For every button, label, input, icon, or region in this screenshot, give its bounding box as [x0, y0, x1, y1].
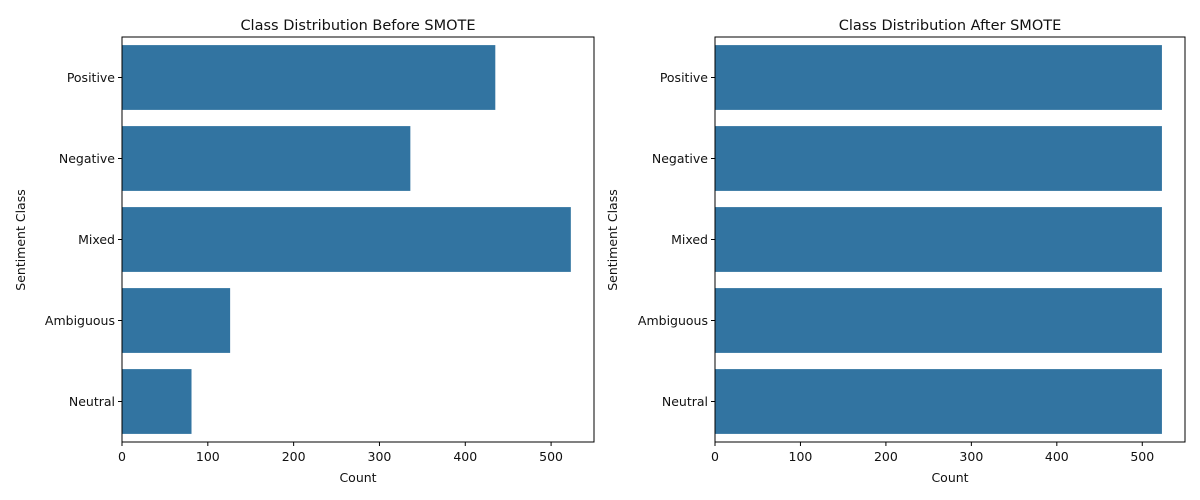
y-tick-label: Positive — [660, 70, 708, 85]
bar-neutral — [715, 369, 1162, 434]
x-axis: 0 100 200 300 400 500 — [711, 442, 1154, 464]
y-tick-label: Neutral — [69, 394, 115, 409]
y-tick-label: Ambiguous — [638, 313, 708, 328]
chart-panel-after: Class Distribution After SMOTE Positive N… — [605, 18, 1186, 485]
y-tick-label: Negative — [59, 151, 115, 166]
plot-frame — [714, 36, 1186, 443]
x-tick-label: 200 — [282, 449, 306, 464]
x-tick-label: 400 — [453, 449, 477, 464]
bar-positive — [715, 45, 1162, 110]
bar-negative — [122, 126, 411, 191]
bar-ambiguous — [715, 288, 1162, 353]
bars-group — [122, 45, 571, 434]
x-tick-label: 300 — [368, 449, 392, 464]
bars-group — [715, 45, 1162, 434]
bar-negative — [715, 126, 1162, 191]
x-tick-label: 0 — [711, 449, 719, 464]
bar-mixed — [715, 207, 1162, 272]
chart-title: Class Distribution Before SMOTE — [240, 18, 475, 34]
x-tick-label: 500 — [1130, 449, 1154, 464]
bar-neutral — [122, 369, 192, 434]
bar-mixed — [122, 207, 571, 272]
x-tick-label: 400 — [1045, 449, 1069, 464]
y-tick-label: Negative — [652, 151, 708, 166]
x-axis: 0 100 200 300 400 500 — [118, 442, 563, 464]
plot-frame — [121, 36, 595, 443]
chart-panel-before: Class Distribution Before SMOTE Positive… — [13, 18, 595, 485]
x-axis-label: Count — [931, 470, 968, 485]
x-tick-label: 100 — [196, 449, 220, 464]
y-tick-label: Ambiguous — [45, 313, 115, 328]
x-tick-label: 0 — [118, 449, 126, 464]
y-axis: Positive Negative Mixed Ambiguous Neutral — [638, 70, 715, 409]
y-tick-label: Mixed — [78, 232, 115, 247]
bar-ambiguous — [122, 288, 231, 353]
chart-title: Class Distribution After SMOTE — [839, 18, 1062, 34]
x-tick-label: 200 — [874, 449, 898, 464]
y-axis: Positive Negative Mixed Ambiguous Neutral — [45, 70, 122, 409]
x-tick-label: 100 — [789, 449, 813, 464]
y-tick-label: Neutral — [662, 394, 708, 409]
x-axis-label: Count — [339, 470, 376, 485]
bar-positive — [122, 45, 496, 110]
y-tick-label: Mixed — [671, 232, 708, 247]
x-tick-label: 500 — [539, 449, 563, 464]
y-axis-label: Sentiment Class — [605, 189, 620, 290]
y-axis-label: Sentiment Class — [13, 189, 28, 290]
x-tick-label: 300 — [959, 449, 983, 464]
y-tick-label: Positive — [67, 70, 115, 85]
